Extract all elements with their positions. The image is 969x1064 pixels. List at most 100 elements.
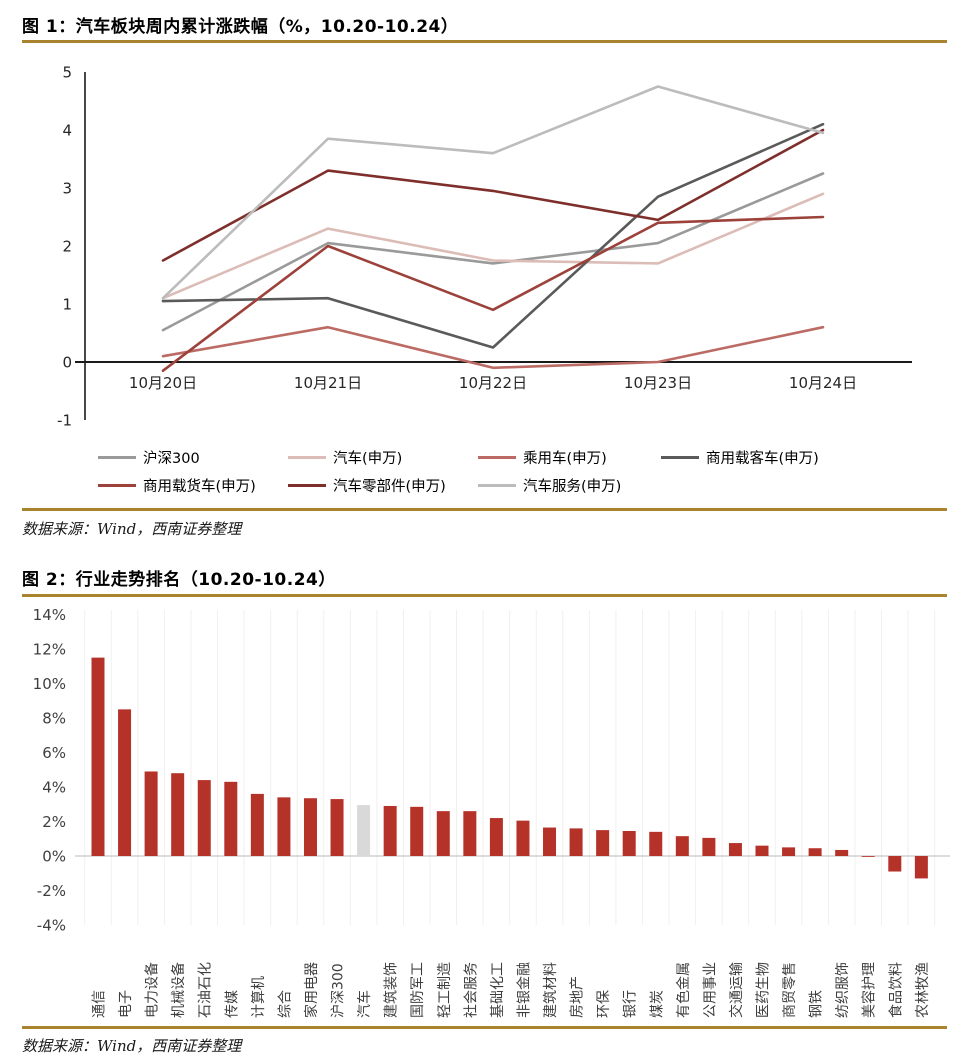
bar-轻工制造	[436, 811, 450, 856]
x-axis-category-label: 社会服务	[463, 962, 479, 1018]
bar-计算机	[250, 793, 264, 856]
line-series-商用载客车(申万)	[161, 122, 825, 349]
legend-swatch	[288, 484, 326, 487]
legend-label: 汽车零部件(申万)	[333, 479, 446, 495]
line-series-汽车服务(申万)	[161, 85, 825, 300]
x-axis-category-label: 医药生物	[756, 962, 772, 1018]
x-axis-category-label: 食品饮料	[887, 962, 904, 1018]
x-axis-category-label: 美容护理	[861, 962, 878, 1018]
y-axis-tick-label: 4%	[42, 778, 66, 796]
x-axis-category-label: 石油石化	[198, 962, 214, 1018]
bar-国防军工	[410, 806, 424, 856]
bar-机械设备	[171, 773, 185, 856]
x-axis-tick-label: 10月20日	[129, 374, 197, 392]
bar-建筑材料	[543, 827, 557, 856]
legend-item-乘用车(申万): 乘用车(申万)	[478, 447, 661, 468]
legend-label: 汽车服务(申万)	[523, 479, 622, 495]
figure2-title: 图 2：行业走势排名（10.20-10.24）	[22, 570, 336, 590]
y-axis-tick-label: 2	[62, 237, 72, 255]
figure2-bottom-rule	[22, 1026, 947, 1029]
x-axis-category-label: 煤炭	[649, 990, 665, 1018]
legend-item-汽车零部件(申万): 汽车零部件(申万)	[288, 475, 478, 496]
bar-沪深300	[330, 799, 344, 856]
bar-有色金属	[675, 836, 689, 856]
x-axis-tick-label: 10月23日	[624, 374, 692, 392]
figure2-source: 数据来源：Wind，西南证券整理	[22, 1037, 242, 1055]
legend-swatch	[478, 456, 516, 459]
bar-公用事业	[702, 837, 716, 856]
legend-item-商用载客车(申万): 商用载客车(申万)	[661, 447, 911, 468]
x-axis-category-label: 沪深300	[331, 963, 347, 1018]
legend-swatch	[478, 484, 516, 487]
x-axis-category-label: 机械设备	[170, 962, 187, 1018]
line-series-乘用车(申万)	[161, 325, 825, 370]
y-axis-tick-label: 14%	[33, 606, 66, 624]
x-axis-category-label: 传媒	[224, 990, 240, 1018]
bar-非银金融	[516, 820, 530, 856]
x-axis-category-label: 电力设备	[144, 962, 161, 1018]
figure2-top-rule	[22, 594, 947, 597]
figure1-title: 图 1：汽车板块周内累计涨跌幅（%，10.20-10.24）	[22, 17, 459, 37]
line-series-商用载货车(申万)	[161, 215, 825, 373]
x-axis-category-label: 环保	[596, 990, 612, 1018]
x-axis-category-label: 房地产	[570, 976, 586, 1018]
x-axis-category-label: 综合	[277, 990, 293, 1018]
x-axis-category-label: 家用电器	[303, 962, 320, 1018]
y-axis-tick-label: 5	[62, 63, 72, 81]
bar-农林牧渔	[914, 856, 928, 879]
x-axis-category-label: 商贸零售	[782, 962, 798, 1018]
legend-swatch	[661, 456, 699, 459]
figure1-top-rule	[22, 40, 947, 43]
legend-label: 商用载货车(申万)	[143, 479, 256, 495]
line-series-汽车零部件(申万)	[161, 128, 825, 262]
x-axis-category-label: 纺织服饰	[835, 962, 851, 1018]
x-axis-category-label: 基础化工	[489, 962, 506, 1018]
x-axis-category-label: 通信	[92, 990, 108, 1018]
bar-钢铁	[808, 848, 822, 856]
bar-煤炭	[649, 831, 663, 856]
bar-家用电器	[303, 798, 317, 856]
x-axis-category-label: 汽车	[356, 990, 373, 1018]
x-axis-category-label: 建筑材料	[543, 962, 559, 1018]
y-axis-tick-label: -1	[57, 411, 72, 429]
line-series-沪深300	[161, 172, 825, 332]
x-axis-category-label: 轻工制造	[437, 962, 453, 1018]
bar-综合	[277, 797, 291, 856]
bar-食品饮料	[888, 856, 902, 872]
bar-基础化工	[489, 818, 503, 856]
bar-传媒	[224, 781, 238, 856]
x-axis-tick-label: 10月22日	[459, 374, 527, 392]
bar-汽车	[357, 805, 371, 856]
x-axis-category-label: 交通运输	[728, 962, 745, 1018]
legend-swatch	[98, 484, 136, 487]
x-axis-category-label: 非银金融	[516, 962, 532, 1018]
legend-label: 商用载客车(申万)	[706, 451, 819, 467]
figure1-bottom-rule	[22, 508, 947, 511]
y-axis-tick-label: 6%	[42, 744, 66, 762]
bar-交通运输	[728, 843, 742, 856]
x-axis-category-label: 公用事业	[702, 962, 718, 1018]
bar-纺织服饰	[835, 849, 849, 856]
legend-swatch	[98, 456, 136, 459]
x-axis-category-label: 电子	[118, 990, 134, 1018]
bar-电子	[118, 709, 132, 856]
legend-label: 沪深300	[143, 451, 200, 467]
figure1-source: 数据来源：Wind，西南证券整理	[22, 520, 242, 538]
bar-美容护理	[861, 856, 875, 857]
x-axis-tick-label: 10月24日	[789, 374, 857, 392]
legend-item-沪深300: 沪深300	[98, 447, 288, 468]
y-axis-tick-label: 10%	[33, 675, 66, 693]
x-axis-category-label: 农林牧渔	[915, 962, 931, 1018]
x-axis-category-label: 建筑装饰	[384, 962, 400, 1018]
bar-通信	[91, 657, 105, 856]
figure2-bar-chart: 14% 12% 10% 8% 6% 4% 2% 0% -2% -4% 通信 电子 电力设备 机械设备 石油石…	[33, 606, 950, 1018]
figure1-legend: 沪深300 汽车(申万) 乘用车(申万) 商用载客车(申万) 商用载货车(申万) 汽车零部…	[98, 447, 911, 496]
bar-社会服务	[463, 811, 477, 856]
y-axis-tick-label: 2%	[42, 813, 66, 831]
bar-医药生物	[755, 845, 769, 856]
y-axis-tick-label: 8%	[42, 709, 66, 727]
figure1-line-chart: 5 4 3 2 1 0 -1 10月20日 10月21日 10月22日 10月23日 10月24日	[57, 63, 912, 429]
y-axis-tick-label: 0	[62, 353, 72, 371]
y-axis-tick-label: -4%	[37, 916, 66, 934]
